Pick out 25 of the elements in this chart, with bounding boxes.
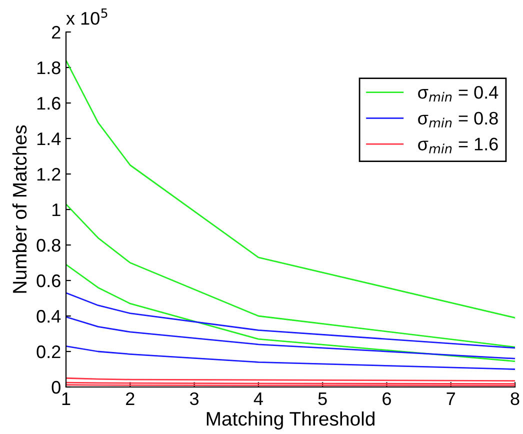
legend-label: σ$_{min}$ = 0.8 <box>418 112 498 128</box>
y-tick-label: 1.2 <box>37 168 60 181</box>
y-tick-label: 1.6 <box>37 96 60 110</box>
x-tick-label: 1 <box>62 392 70 405</box>
legend-label: σ$_{min}$ = 1.6 <box>418 138 498 154</box>
text: x 10$^{5}$ <box>66 8 108 25</box>
x-tick-label: 5 <box>318 392 327 406</box>
y-tick-label: 0.2 <box>36 345 60 358</box>
x-tick-label: 7 <box>446 392 455 405</box>
y-tick-label: 0.8 <box>36 238 60 252</box>
y-tick-label: 0.4 <box>36 310 61 323</box>
x-tick-label: 6 <box>382 392 391 406</box>
x-axis-title: Matching Threshold <box>206 411 374 430</box>
y-tick-label: 1.8 <box>37 61 60 74</box>
y-tick-label: 1.4 <box>37 132 61 146</box>
x-tick-label: 2 <box>126 392 134 405</box>
x-tick-label: 3 <box>190 392 199 406</box>
y-axis-title: Number of Matches <box>12 125 27 293</box>
y-tick-label: 2 <box>52 26 60 39</box>
y-tick-label: 1 <box>52 204 60 216</box>
legend-label: σ$_{min}$ = 0.4 <box>418 86 498 102</box>
y-tick-label: 0 <box>52 380 60 394</box>
y-tick-label: 0.6 <box>36 274 60 288</box>
x-tick-label: 4 <box>254 392 263 405</box>
x-tick-label: 8 <box>510 392 520 406</box>
